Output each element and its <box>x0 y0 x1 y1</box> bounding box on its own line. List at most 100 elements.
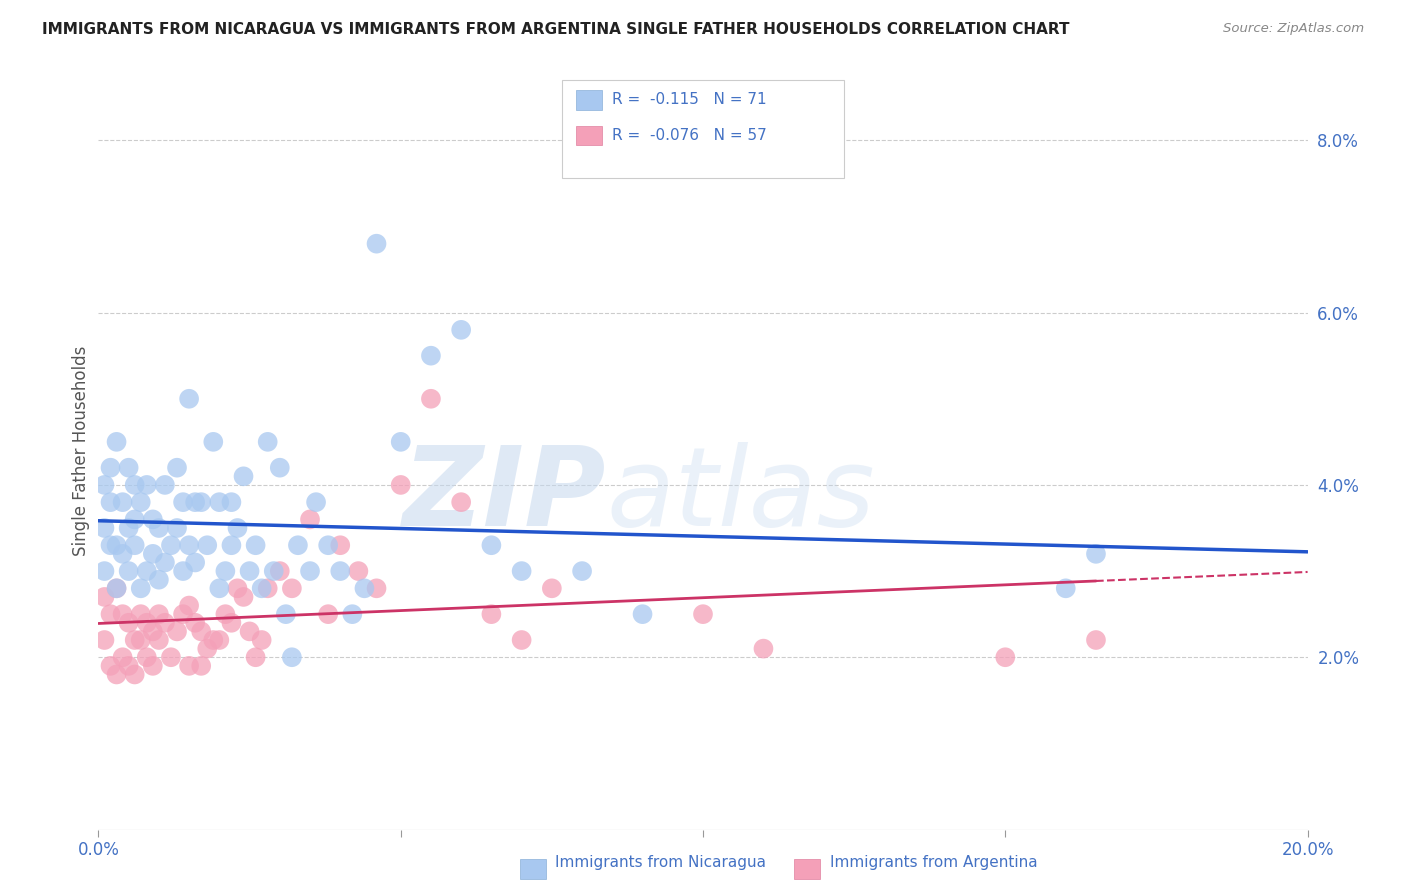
Point <box>226 521 249 535</box>
Point <box>245 650 267 665</box>
Point <box>184 615 207 630</box>
Point <box>100 460 122 475</box>
Point <box>172 607 194 622</box>
Point <box>245 538 267 552</box>
Point <box>124 512 146 526</box>
Point <box>221 615 243 630</box>
Text: Source: ZipAtlas.com: Source: ZipAtlas.com <box>1223 22 1364 36</box>
Point <box>105 582 128 596</box>
Point <box>202 633 225 648</box>
Point <box>135 564 157 578</box>
Point <box>366 582 388 596</box>
Point <box>208 633 231 648</box>
Point <box>118 658 141 673</box>
Point <box>692 607 714 622</box>
Point <box>281 650 304 665</box>
Point <box>510 564 533 578</box>
Point <box>221 495 243 509</box>
Point <box>93 564 115 578</box>
Point <box>366 236 388 251</box>
Point <box>202 434 225 449</box>
Point <box>105 538 128 552</box>
Point <box>239 564 262 578</box>
Point <box>166 460 188 475</box>
Point <box>160 538 183 552</box>
Point <box>142 658 165 673</box>
Point <box>93 478 115 492</box>
Point <box>226 582 249 596</box>
Point <box>214 607 236 622</box>
Point <box>135 615 157 630</box>
Point <box>263 564 285 578</box>
Text: R =  -0.076   N = 57: R = -0.076 N = 57 <box>612 128 766 143</box>
Point <box>250 633 273 648</box>
Point <box>118 521 141 535</box>
Point <box>190 624 212 639</box>
Text: Immigrants from Argentina: Immigrants from Argentina <box>830 855 1038 870</box>
Point <box>353 582 375 596</box>
Point <box>179 658 201 673</box>
Point <box>250 582 273 596</box>
Point <box>195 641 218 656</box>
Point <box>179 599 201 613</box>
Point <box>184 556 207 570</box>
Point <box>129 495 152 509</box>
Y-axis label: Single Father Households: Single Father Households <box>72 345 90 556</box>
Point <box>148 521 170 535</box>
Point <box>316 607 339 622</box>
Point <box>166 624 188 639</box>
Point <box>153 478 176 492</box>
Point <box>208 495 231 509</box>
Point <box>93 521 115 535</box>
Text: R =  -0.115   N = 71: R = -0.115 N = 71 <box>612 93 766 107</box>
Point <box>299 564 322 578</box>
Point <box>208 582 231 596</box>
Point <box>195 538 218 552</box>
Point <box>214 564 236 578</box>
Point <box>100 607 122 622</box>
Point <box>118 615 141 630</box>
Point <box>232 590 254 604</box>
Point <box>111 495 134 509</box>
Text: atlas: atlas <box>606 442 875 549</box>
Point <box>142 512 165 526</box>
Point <box>179 392 201 406</box>
Point <box>281 582 304 596</box>
Point <box>129 582 152 596</box>
Point <box>389 478 412 492</box>
Point <box>100 495 122 509</box>
Point <box>148 573 170 587</box>
Point <box>316 538 339 552</box>
Point <box>179 538 201 552</box>
Point <box>111 650 134 665</box>
Point <box>135 478 157 492</box>
Point <box>135 650 157 665</box>
Point <box>142 624 165 639</box>
Text: Immigrants from Nicaragua: Immigrants from Nicaragua <box>555 855 766 870</box>
Point <box>93 590 115 604</box>
Point <box>540 582 562 596</box>
Point <box>994 650 1017 665</box>
Point <box>256 434 278 449</box>
Point <box>256 582 278 596</box>
Point <box>148 633 170 648</box>
Point <box>172 564 194 578</box>
Point <box>1054 582 1077 596</box>
Point <box>481 607 503 622</box>
Point <box>287 538 309 552</box>
Point <box>166 521 188 535</box>
Point <box>1085 547 1108 561</box>
Point <box>129 607 152 622</box>
Point <box>153 615 176 630</box>
Point <box>190 658 212 673</box>
Point <box>118 460 141 475</box>
Point <box>118 564 141 578</box>
Point <box>148 607 170 622</box>
Point <box>305 495 328 509</box>
Point <box>124 538 146 552</box>
Point <box>221 538 243 552</box>
Point <box>274 607 297 622</box>
Point <box>420 392 443 406</box>
Point <box>160 650 183 665</box>
Text: ZIP: ZIP <box>402 442 606 549</box>
